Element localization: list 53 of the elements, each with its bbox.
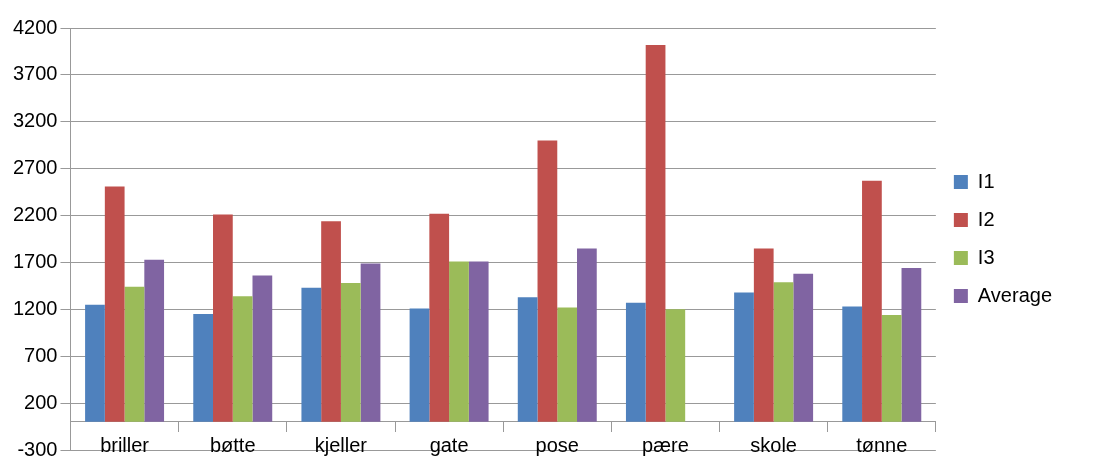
bar <box>577 248 597 422</box>
y-tick-label: 3700 <box>12 62 58 85</box>
x-tick-label: pære <box>642 434 689 457</box>
x-tick-label: bøtte <box>209 434 256 457</box>
y-tick-label: 2700 <box>12 156 58 179</box>
bar <box>232 296 253 422</box>
bar <box>321 221 341 422</box>
y-tick-label: 200 <box>24 390 58 413</box>
bar <box>881 314 902 422</box>
bar <box>665 309 686 422</box>
bar <box>85 304 105 422</box>
legend-label: Average <box>977 283 1053 306</box>
y-tick-label: 2200 <box>12 203 58 226</box>
bar <box>252 275 273 422</box>
x-tick-label: gate <box>429 434 469 457</box>
y-tick-label: -300 <box>17 437 58 460</box>
bar <box>429 213 450 422</box>
x-tick-label: kjeller <box>314 434 368 457</box>
bar <box>449 261 469 422</box>
bar <box>901 268 922 422</box>
bar <box>193 314 214 422</box>
bar <box>213 214 233 422</box>
bar <box>340 283 361 422</box>
bar <box>144 259 165 422</box>
bar <box>537 140 558 422</box>
bar <box>625 302 646 422</box>
bar <box>468 261 489 422</box>
x-tick-label: pose <box>535 434 579 457</box>
bar <box>862 180 882 422</box>
x-tick-label: skole <box>750 434 797 457</box>
bar <box>734 292 754 422</box>
x-tick-label: tønne <box>856 434 908 457</box>
bar <box>124 286 145 422</box>
bar <box>409 308 430 422</box>
bar <box>773 282 794 422</box>
bar <box>360 263 381 422</box>
legend-label: I1 <box>977 169 995 192</box>
bar <box>301 287 322 422</box>
bar <box>753 248 774 422</box>
bar <box>793 273 814 422</box>
bar <box>104 186 125 422</box>
x-tick-label: briller <box>100 434 150 457</box>
bar <box>557 307 578 422</box>
y-tick-label: 1200 <box>12 296 58 319</box>
y-tick-label: 4200 <box>12 15 58 38</box>
bar <box>842 306 863 422</box>
y-tick-label: 1700 <box>12 249 58 272</box>
y-tick-label: 3200 <box>12 109 58 132</box>
legend-label: I3 <box>977 245 995 268</box>
legend-label: I2 <box>977 207 995 230</box>
bar <box>645 44 666 422</box>
bar <box>517 297 538 422</box>
y-tick-label: 700 <box>24 343 58 366</box>
